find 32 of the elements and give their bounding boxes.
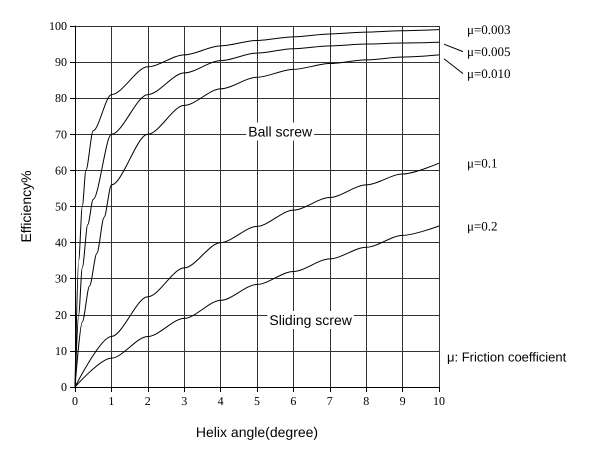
- y-tick-label: 70: [55, 127, 67, 142]
- x-tick-label: 7: [326, 394, 333, 408]
- legend-label: μ=0.010: [467, 66, 511, 82]
- text: μ=0.003: [467, 22, 511, 38]
- y-tick-label: 90: [55, 55, 67, 70]
- annotation: Sliding screw: [269, 312, 353, 328]
- y-tick-label: 60: [55, 163, 67, 178]
- y-tick-label: 30: [55, 272, 67, 286]
- x-tick-label: 3: [181, 394, 188, 408]
- y-axis-title: Efficiency%: [18, 170, 34, 243]
- y-tick-label: 20: [55, 308, 67, 322]
- y-tick-label: 80: [55, 91, 67, 106]
- x-tick-label: 1: [108, 394, 114, 408]
- x-tick-label: 9: [400, 394, 406, 408]
- x-tick-label: 4: [218, 394, 224, 408]
- x-axis-title: Helix angle(degree): [196, 424, 318, 440]
- x-tick-label: 0: [72, 394, 78, 408]
- x-tick-label: 5: [254, 394, 260, 408]
- x-tick-label: 8: [363, 394, 370, 408]
- y-tick-label: 40: [55, 236, 67, 250]
- y-tick-label: 100: [49, 19, 67, 33]
- x-tick-label: 2: [144, 394, 151, 408]
- text: μ=0.1: [467, 156, 498, 171]
- text: μ: Friction coefficient: [447, 350, 567, 364]
- text: μ=0.005: [467, 44, 511, 60]
- x-tick-label: 6: [290, 394, 296, 408]
- y-tick-label: 10: [55, 344, 67, 358]
- x-tick-label: 10: [433, 394, 445, 408]
- text: μ=0.2: [467, 218, 498, 234]
- y-tick-label: 50: [55, 200, 67, 214]
- y-tick-label: 0: [61, 380, 67, 394]
- annotation: Ball screw: [248, 124, 313, 140]
